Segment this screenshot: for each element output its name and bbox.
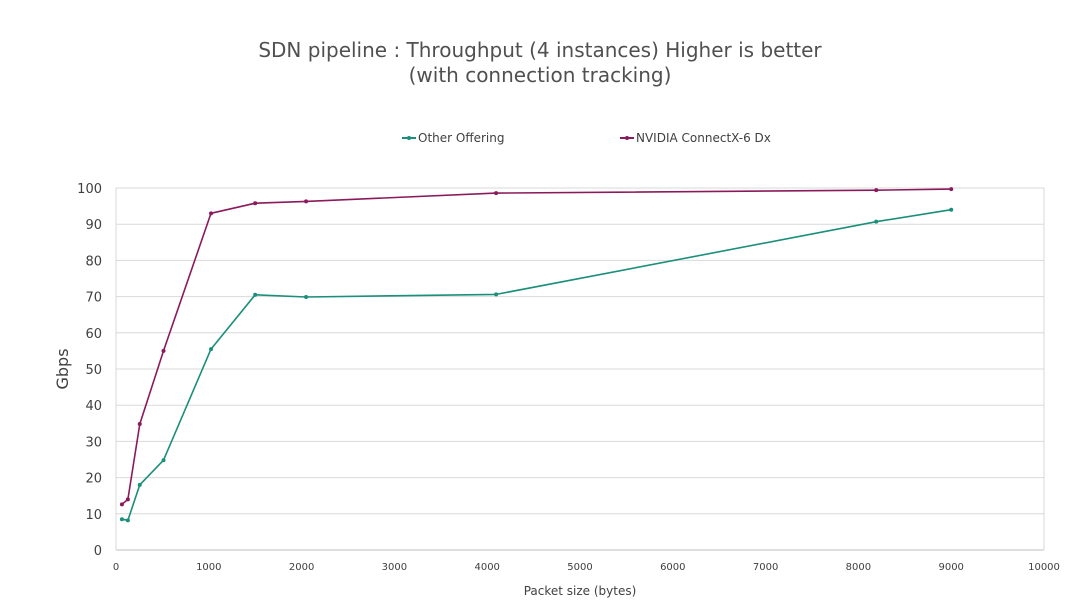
y-axis-title: Gbps — [53, 348, 72, 389]
y-tick-label: 90 — [85, 218, 102, 233]
data-point — [209, 347, 214, 352]
x-tick-label: 8000 — [846, 562, 871, 573]
data-point — [119, 517, 124, 522]
data-point — [304, 199, 309, 204]
data-point — [494, 191, 499, 196]
data-point — [949, 187, 954, 192]
x-tick-label: 4000 — [474, 562, 499, 573]
legend-swatch-marker — [407, 136, 411, 140]
x-tick-label: 0 — [113, 562, 119, 573]
y-tick-label: 50 — [85, 363, 102, 378]
data-point — [137, 422, 142, 427]
data-point — [253, 201, 258, 206]
data-point — [161, 348, 166, 353]
x-tick-label: 9000 — [938, 562, 963, 573]
y-tick-label: 40 — [85, 399, 102, 414]
data-point — [161, 458, 166, 463]
legend-swatch-marker — [625, 136, 629, 140]
series-line — [121, 188, 952, 506]
chart-subtitle: (with connection tracking) — [408, 63, 672, 87]
data-point — [874, 219, 879, 224]
x-tick-label: 7000 — [753, 562, 778, 573]
y-tick-label: 20 — [85, 472, 102, 487]
y-tick-label: 100 — [77, 182, 102, 197]
x-tick-label: 3000 — [382, 562, 407, 573]
data-point — [494, 292, 499, 297]
data-point — [119, 502, 124, 507]
data-point — [949, 207, 954, 212]
x-tick-label: 1000 — [196, 562, 221, 573]
y-tick-label: 60 — [85, 327, 102, 342]
legend-label: Other Offering — [418, 131, 504, 145]
y-tick-label: 80 — [85, 254, 102, 269]
data-point — [125, 518, 130, 523]
y-tick-label: 30 — [85, 435, 102, 450]
x-tick-label: 6000 — [660, 562, 685, 573]
data-point — [209, 211, 214, 216]
y-tick-label: 10 — [85, 508, 102, 523]
legend-label: NVIDIA ConnectX-6 Dx — [636, 131, 771, 145]
data-point — [125, 497, 130, 502]
data-point — [874, 188, 879, 193]
y-tick-label: 70 — [85, 291, 102, 306]
chart-title: SDN pipeline : Throughput (4 instances) … — [258, 38, 822, 62]
x-tick-label: 2000 — [289, 562, 314, 573]
series-line — [121, 208, 952, 522]
y-tick-label: 0 — [94, 544, 102, 559]
data-point — [253, 292, 258, 297]
x-axis-title: Packet size (bytes) — [524, 584, 637, 598]
data-point — [304, 294, 309, 299]
x-tick-label: 5000 — [567, 562, 592, 573]
data-point — [137, 482, 142, 487]
x-tick-label: 10000 — [1028, 562, 1060, 573]
